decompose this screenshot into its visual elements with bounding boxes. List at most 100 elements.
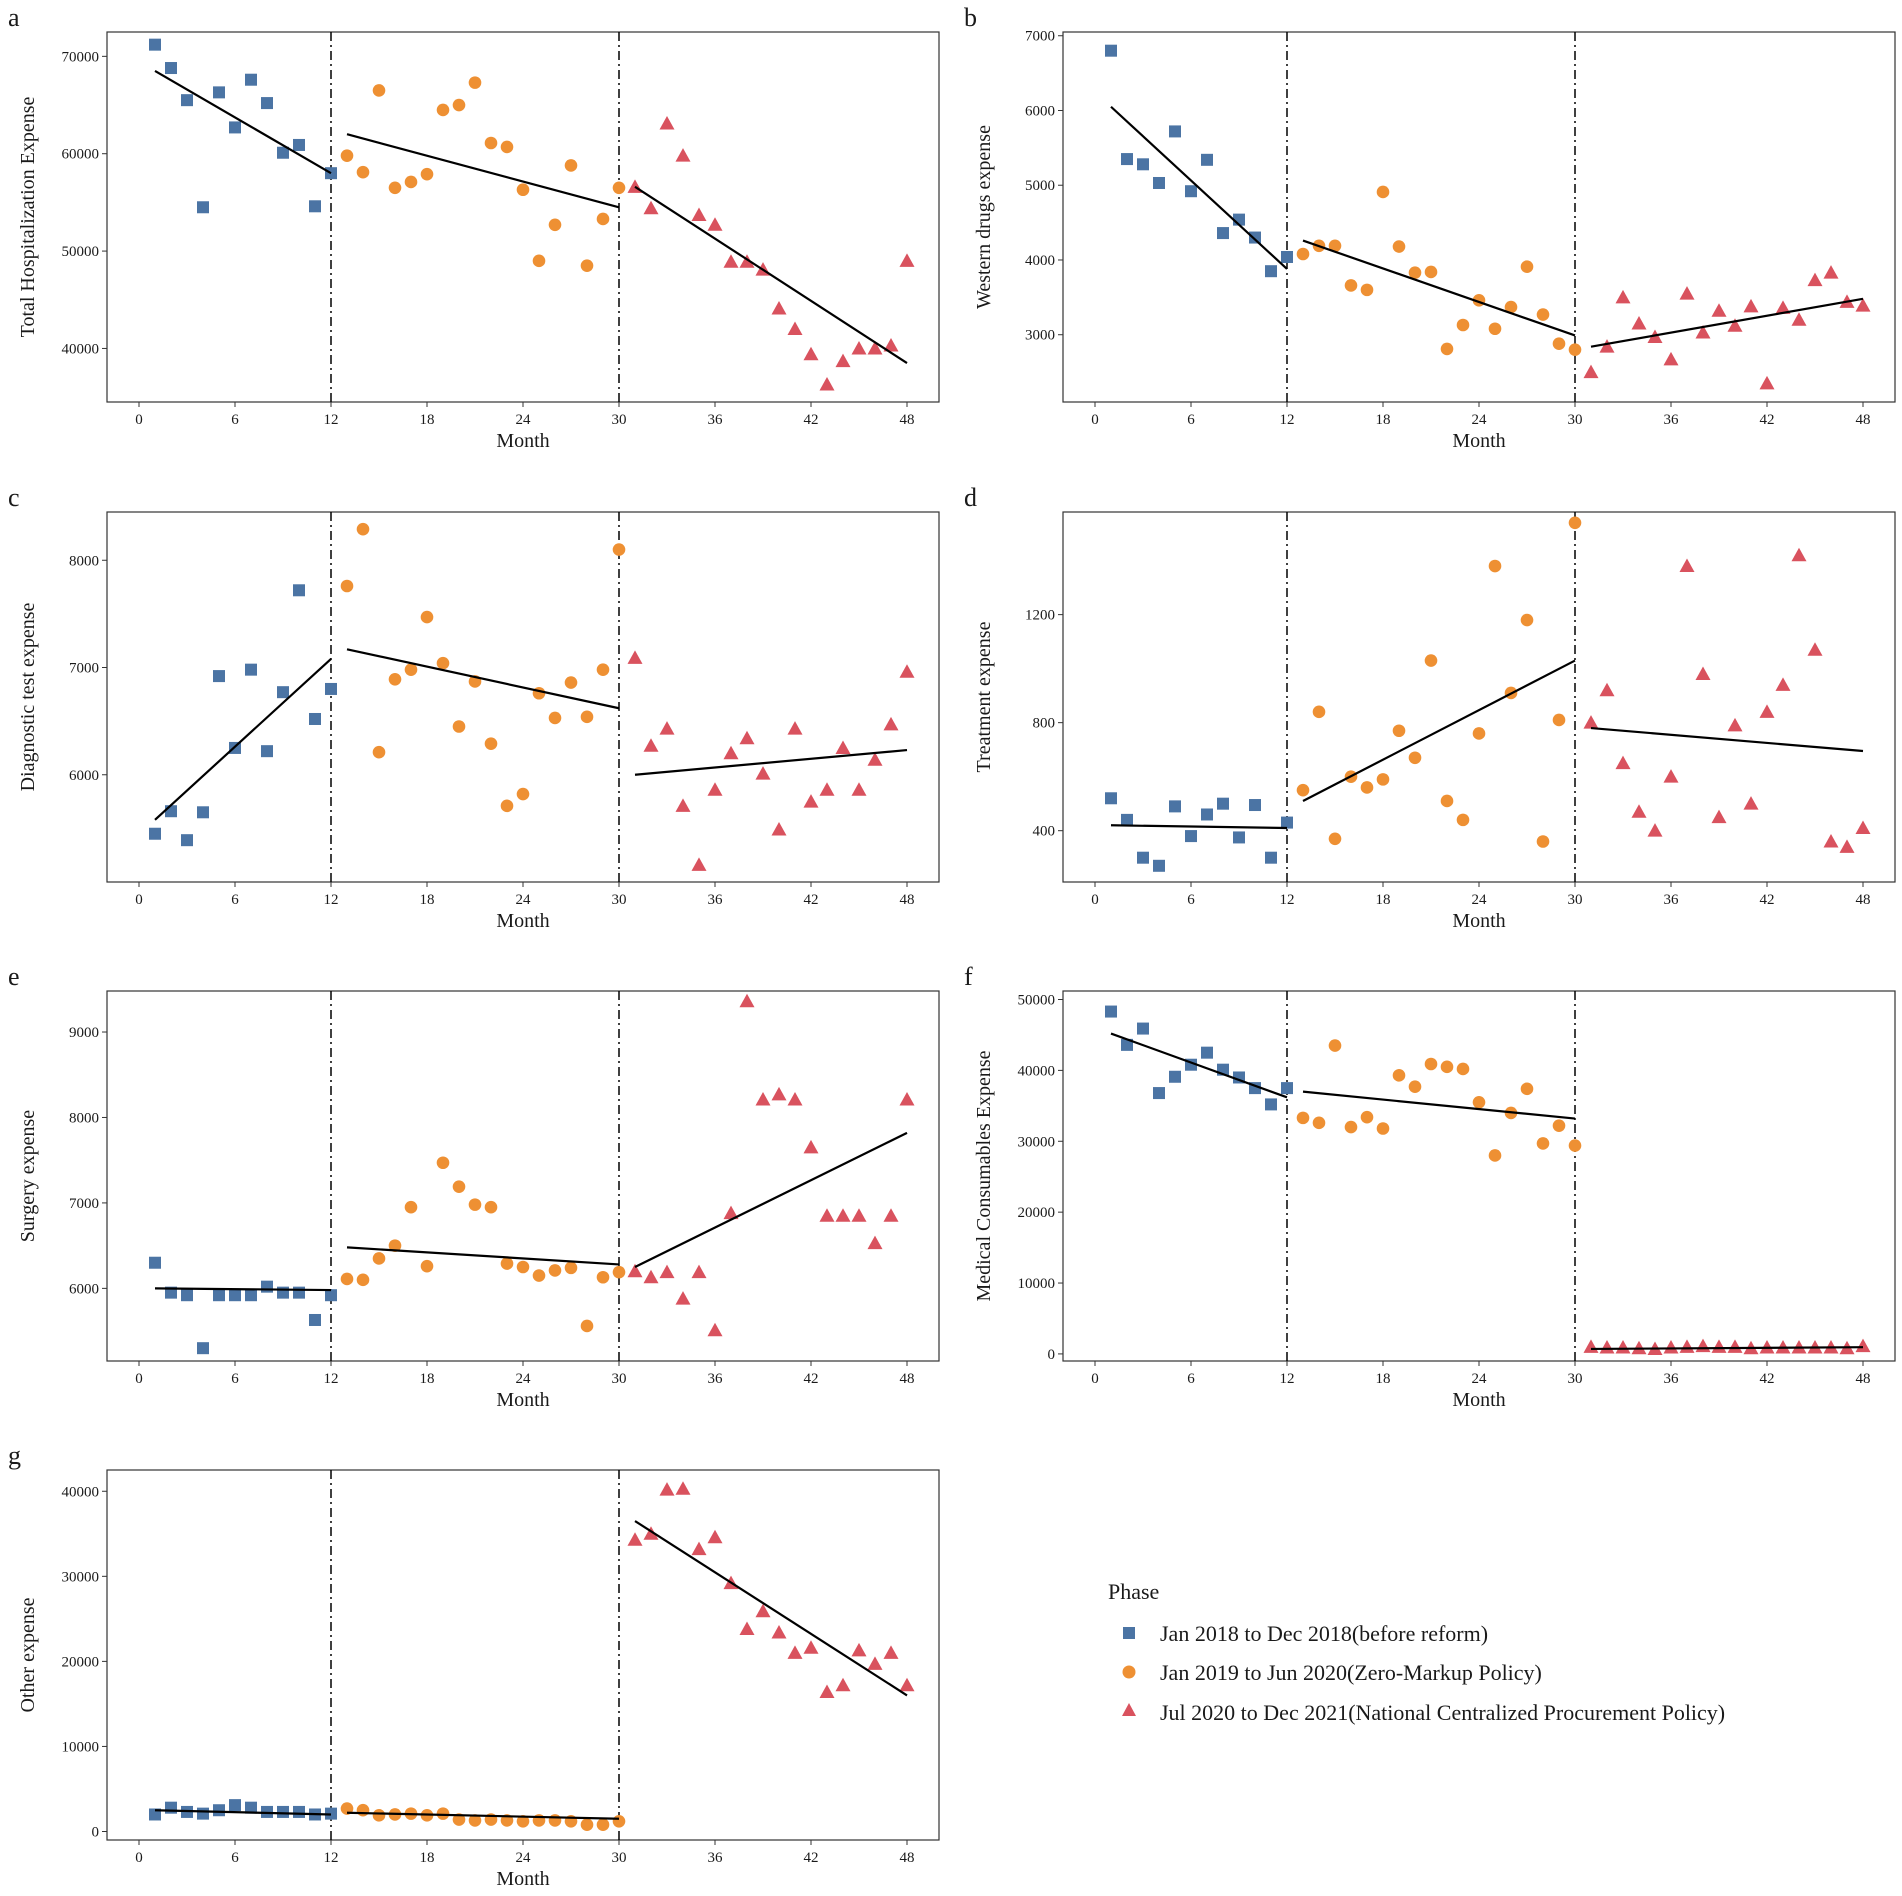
- data-point-phase2: [404, 1200, 418, 1214]
- y-tick-label: 20000: [62, 1654, 100, 1670]
- data-point-phase3: [1631, 1340, 1647, 1355]
- data-point-phase1: [293, 584, 305, 597]
- data-point-phase2: [452, 720, 466, 733]
- data-point-phase1: [1105, 44, 1117, 57]
- data-point-phase1: [1105, 792, 1117, 805]
- data-point-phase3: [1583, 715, 1599, 729]
- data-point-phase2: [356, 1273, 370, 1287]
- data-point-phase1: [181, 94, 193, 107]
- x-tick-label: 36: [1664, 892, 1680, 908]
- data-point-phase3: [803, 794, 819, 808]
- data-point-phase1: [261, 97, 273, 110]
- trend-line-phase1: [154, 1287, 332, 1292]
- x-tick-label: 30: [612, 1371, 627, 1387]
- data-point-phase3: [1663, 351, 1679, 366]
- data-point-phase3: [659, 721, 675, 735]
- data-point-phase3: [851, 1642, 867, 1657]
- data-point-phase3: [1855, 298, 1871, 312]
- x-tick-label: 12: [1280, 1371, 1295, 1387]
- legend-key-circle: [1122, 1665, 1136, 1679]
- data-point-phase1: [1185, 185, 1197, 198]
- data-point-phase3: [1679, 1339, 1695, 1353]
- data-point-phase1: [213, 1289, 225, 1302]
- x-tick-label: 42: [804, 412, 819, 428]
- data-point-phase3: [675, 1481, 691, 1495]
- data-point-phase1: [309, 1313, 321, 1326]
- data-point-phase2: [548, 1264, 562, 1277]
- trend-line-phase2: [1302, 1090, 1576, 1120]
- data-point-phase3: [707, 217, 723, 231]
- data-point-phase2: [1472, 727, 1486, 740]
- x-tick-label: 6: [231, 412, 239, 428]
- y-tick-label: 7000: [69, 661, 99, 677]
- y-tick-label: 6000: [1025, 103, 1055, 119]
- data-point-phase3: [867, 1235, 883, 1250]
- x-tick-label: 18: [420, 412, 435, 428]
- data-point-phase3: [1727, 1339, 1743, 1353]
- data-point-phase3: [691, 1541, 707, 1556]
- data-point-phase2: [1440, 1060, 1454, 1074]
- data-point-phase2: [1408, 1080, 1422, 1093]
- data-point-phase1: [197, 1342, 209, 1355]
- y-tick-label: 30000: [62, 1569, 100, 1585]
- data-point-phase2: [340, 1272, 354, 1286]
- data-point-phase1: [1169, 1070, 1181, 1083]
- data-point-phase2: [1456, 813, 1470, 827]
- data-point-phase2: [1552, 713, 1566, 727]
- data-point-phase2: [1520, 260, 1534, 274]
- data-point-phase2: [356, 165, 370, 179]
- data-point-phase3: [659, 1264, 675, 1279]
- data-point-phase2: [612, 1265, 626, 1279]
- trend-line-phase2: [346, 648, 620, 710]
- data-point-phase2: [532, 254, 546, 268]
- x-tick-label: 0: [135, 892, 143, 908]
- data-point-phase2: [372, 745, 386, 759]
- data-point-phase2: [612, 181, 626, 195]
- data-point-phase1: [1137, 1022, 1149, 1035]
- data-point-phase1: [277, 1286, 289, 1299]
- data-point-phase2: [548, 218, 562, 232]
- data-point-phase1: [149, 1256, 161, 1269]
- data-point-phase2: [580, 710, 594, 724]
- y-axis-title: Medical Consumables Expense: [973, 1050, 995, 1301]
- data-point-phase3: [899, 664, 915, 678]
- data-point-phase3: [739, 254, 755, 268]
- data-point-phase1: [245, 663, 257, 676]
- legend-label-phase3: Jul 2020 to Dec 2021(National Centralize…: [1160, 1700, 1725, 1725]
- data-point-phase3: [1679, 286, 1695, 300]
- data-point-phase3: [723, 1205, 739, 1220]
- data-point-phase2: [500, 799, 514, 813]
- data-point-phase3: [1791, 547, 1807, 562]
- data-point-phase3: [1759, 375, 1775, 390]
- data-point-phase3: [899, 253, 915, 267]
- data-point-phase1: [229, 1289, 241, 1302]
- data-point-phase3: [627, 1263, 643, 1278]
- x-tick-label: 0: [1091, 1371, 1099, 1387]
- trend-line-phase3: [634, 185, 908, 364]
- data-point-phase1: [197, 806, 209, 819]
- data-point-phase2: [1344, 1120, 1358, 1134]
- chart-panel-b: b 0 6 12 18 24 30 36 42 48 3000 4000 5000 6000 7000 Mon…: [964, 3, 1896, 452]
- data-point-phase3: [1599, 1340, 1615, 1354]
- data-point-phase2: [452, 1180, 466, 1193]
- data-point-phase3: [1839, 839, 1855, 853]
- data-point-phase2: [1504, 300, 1518, 314]
- data-point-phase2: [1440, 794, 1454, 808]
- x-axis-title: Month: [496, 430, 549, 452]
- data-point-phase3: [707, 782, 723, 796]
- data-point-phase2: [388, 1239, 402, 1252]
- data-point-phase1: [277, 146, 289, 159]
- data-point-phase1: [213, 670, 225, 683]
- plot-frame: [1062, 990, 1896, 1362]
- data-point-phase3: [771, 1086, 787, 1101]
- y-axis-title: Treatment expense: [973, 621, 995, 772]
- data-point-phase3: [675, 148, 691, 162]
- data-point-phase3: [1615, 1340, 1631, 1354]
- data-point-phase3: [739, 1621, 755, 1636]
- data-point-phase3: [851, 340, 867, 355]
- y-tick-label: 4000: [1025, 253, 1055, 269]
- trend-line-phase1: [154, 69, 332, 175]
- x-tick-label: 36: [708, 892, 724, 908]
- data-point-phase2: [516, 1260, 530, 1274]
- data-point-phase3: [883, 1645, 899, 1659]
